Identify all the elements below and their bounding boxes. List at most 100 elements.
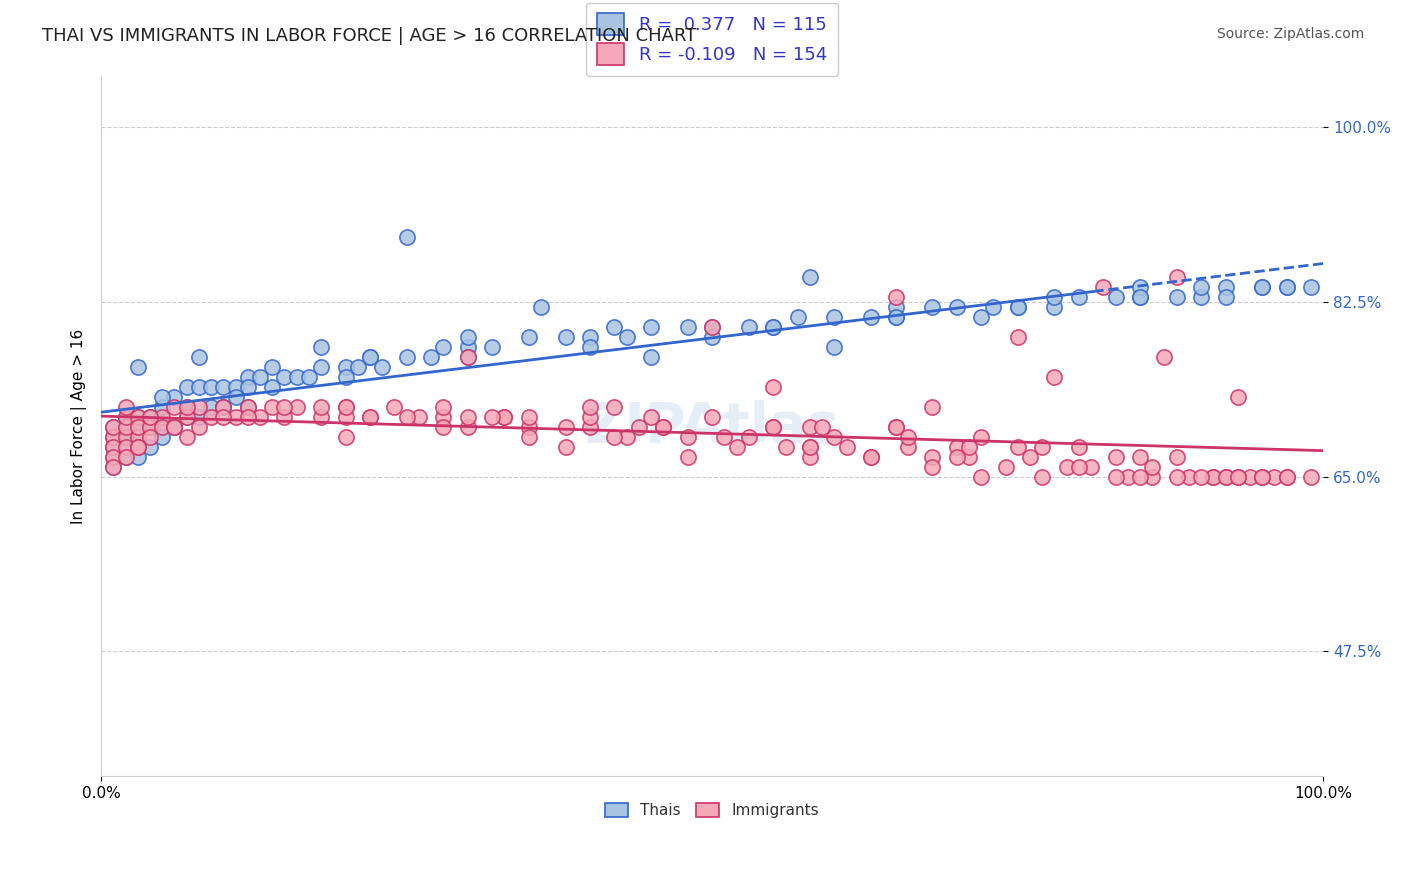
Point (432, 400, 454, 414)
Point (1129, 469, 1152, 483)
Point (212, 380, 235, 394)
Point (114, 400, 136, 414)
Point (236, 409, 259, 424)
Point (127, 419, 149, 434)
Point (652, 419, 675, 434)
Point (176, 380, 198, 394)
Point (1129, 290, 1152, 304)
Point (1043, 370, 1066, 384)
Point (127, 430, 149, 444)
Point (432, 419, 454, 434)
Point (114, 430, 136, 444)
Point (1092, 280, 1115, 294)
Point (1166, 270, 1188, 285)
Point (1104, 290, 1126, 304)
Point (127, 409, 149, 424)
Point (200, 409, 222, 424)
Point (1166, 290, 1188, 304)
Point (775, 440, 797, 454)
Point (1251, 280, 1274, 294)
Point (212, 400, 235, 414)
Point (1043, 290, 1066, 304)
Point (921, 450, 943, 464)
Point (579, 419, 602, 434)
Point (212, 409, 235, 424)
Point (309, 359, 332, 374)
Point (176, 430, 198, 444)
Point (457, 419, 479, 434)
Point (309, 400, 332, 414)
Point (1067, 290, 1090, 304)
Point (163, 419, 186, 434)
Point (725, 440, 748, 454)
Point (359, 350, 381, 364)
Point (103, 430, 125, 444)
Point (603, 400, 626, 414)
Point (309, 340, 332, 354)
Point (994, 459, 1017, 474)
Point (176, 400, 198, 414)
Point (1226, 390, 1249, 404)
Point (970, 430, 993, 444)
Point (187, 409, 209, 424)
Point (1007, 330, 1029, 344)
Point (579, 330, 602, 344)
Point (1166, 450, 1188, 464)
Point (1129, 450, 1152, 464)
Point (762, 380, 785, 394)
Point (945, 300, 967, 314)
Point (970, 469, 993, 483)
Point (127, 430, 149, 444)
Point (163, 390, 186, 404)
Point (262, 359, 284, 374)
Point (176, 400, 198, 414)
Point (187, 350, 209, 364)
Point (1007, 300, 1029, 314)
Point (517, 419, 540, 434)
Point (103, 419, 125, 434)
Point (273, 370, 295, 384)
Point (897, 440, 920, 454)
Point (799, 440, 821, 454)
Point (150, 430, 173, 444)
Point (554, 419, 576, 434)
Point (1275, 280, 1298, 294)
Point (1189, 290, 1212, 304)
Point (823, 310, 845, 324)
Point (517, 330, 540, 344)
Point (860, 450, 883, 464)
Point (1056, 459, 1078, 474)
Point (225, 390, 247, 404)
Point (738, 320, 761, 334)
Point (579, 400, 602, 414)
Point (1251, 469, 1274, 483)
Point (1007, 440, 1029, 454)
Point (1275, 469, 1298, 483)
Point (103, 459, 125, 474)
Point (1019, 450, 1042, 464)
Point (150, 409, 173, 424)
Point (1129, 290, 1152, 304)
Point (139, 430, 162, 444)
Point (187, 419, 209, 434)
Point (1215, 469, 1237, 483)
Point (676, 320, 699, 334)
Point (799, 270, 821, 285)
Point (1215, 280, 1237, 294)
Point (150, 390, 173, 404)
Point (738, 430, 761, 444)
Point (1263, 469, 1285, 483)
Point (860, 450, 883, 464)
Point (897, 430, 920, 444)
Point (127, 409, 149, 424)
Point (616, 330, 638, 344)
Point (127, 440, 149, 454)
Point (236, 370, 259, 384)
Point (139, 409, 162, 424)
Point (139, 409, 162, 424)
Point (884, 310, 907, 324)
Point (640, 320, 662, 334)
Point (921, 400, 943, 414)
Point (1129, 280, 1152, 294)
Point (799, 419, 821, 434)
